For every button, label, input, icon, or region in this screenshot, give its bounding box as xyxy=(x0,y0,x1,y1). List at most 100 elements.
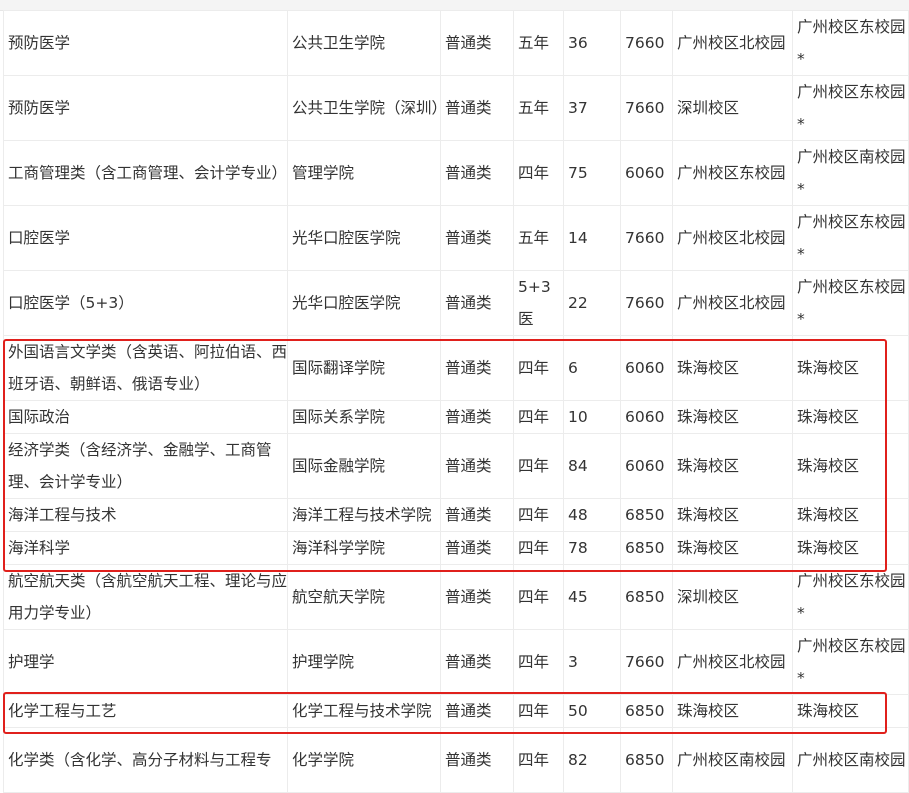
cell-major: 口腔医学（5+3） xyxy=(3,270,288,336)
cell-college: 公共卫生学院 xyxy=(287,10,441,76)
cell-major: 工商管理类（含工商管理、会计学专业） xyxy=(3,140,288,206)
cell-category: 普通类 xyxy=(440,335,514,401)
cell-duration: 四年 xyxy=(513,335,564,401)
cell-duration: 五年 xyxy=(513,205,564,271)
table-row: 海洋科学 海洋科学学院 普通类 四年 78 6850 珠海校区 珠海校区 xyxy=(3,531,909,565)
cell-campus-later: 广州校区南校园* xyxy=(792,140,909,206)
cell-campus-later: 广州校区东校园* xyxy=(792,10,909,76)
cell-quota: 75 xyxy=(563,140,621,206)
cell-quota: 10 xyxy=(563,400,621,434)
cell-quota: 22 xyxy=(563,270,621,336)
cell-category: 普通类 xyxy=(440,140,514,206)
major-table-container: 预防医学 公共卫生学院 普通类 五年 36 7660 广州校区北校园 广州校区东校园* 预防医学… xyxy=(3,10,909,793)
table-row: 国际政治 国际关系学院 普通类 四年 10 6060 珠海校区 珠海校区 xyxy=(3,400,909,434)
cell-quota: 14 xyxy=(563,205,621,271)
cell-major: 化学工程与工艺 xyxy=(3,694,288,728)
cell-college: 国际金融学院 xyxy=(287,433,441,499)
cell-campus-year1: 广州校区南校园 xyxy=(672,727,793,793)
cell-tuition: 7660 xyxy=(620,205,673,271)
cell-quota: 37 xyxy=(563,75,621,141)
cell-duration: 四年 xyxy=(513,140,564,206)
cell-duration: 四年 xyxy=(513,629,564,695)
cell-tuition: 7660 xyxy=(620,270,673,336)
cell-campus-year1: 广州校区东校园 xyxy=(672,140,793,206)
table-row: 预防医学 公共卫生学院 普通类 五年 36 7660 广州校区北校园 广州校区东校园* xyxy=(3,10,909,76)
cell-duration: 四年 xyxy=(513,433,564,499)
cell-campus-year1: 广州校区北校园 xyxy=(672,205,793,271)
cell-category: 普通类 xyxy=(440,498,514,532)
cell-campus-year1: 广州校区北校园 xyxy=(672,270,793,336)
table-row: 预防医学 公共卫生学院（深圳） 普通类 五年 37 7660 深圳校区 广州校区东校园* xyxy=(3,75,909,141)
cell-category: 普通类 xyxy=(440,531,514,565)
cell-quota: 84 xyxy=(563,433,621,499)
cell-quota: 50 xyxy=(563,694,621,728)
cell-major: 海洋工程与技术 xyxy=(3,498,288,532)
table-row: 口腔医学 光华口腔医学院 普通类 五年 14 7660 广州校区北校园 广州校区东校园* xyxy=(3,205,909,271)
cell-major: 化学类（含化学、高分子材料与工程专 xyxy=(3,727,288,793)
cell-college: 光华口腔医学院 xyxy=(287,270,441,336)
cell-tuition: 6850 xyxy=(620,531,673,565)
cell-tuition: 7660 xyxy=(620,629,673,695)
cell-category: 普通类 xyxy=(440,433,514,499)
table-row: 经济学类（含经济学、金融学、工商管理、会计学专业） 国际金融学院 普通类 四年 84 60… xyxy=(3,433,909,499)
cell-duration: 四年 xyxy=(513,694,564,728)
cell-major: 预防医学 xyxy=(3,75,288,141)
cell-category: 普通类 xyxy=(440,10,514,76)
cell-duration: 四年 xyxy=(513,400,564,434)
cell-major: 海洋科学 xyxy=(3,531,288,565)
cell-quota: 45 xyxy=(563,564,621,630)
cell-tuition: 6850 xyxy=(620,564,673,630)
cell-campus-year1: 深圳校区 xyxy=(672,75,793,141)
cell-college: 海洋科学学院 xyxy=(287,531,441,565)
table-row: 工商管理类（含工商管理、会计学专业） 管理学院 普通类 四年 75 6060 广州校区东校园… xyxy=(3,140,909,206)
cell-category: 普通类 xyxy=(440,205,514,271)
cell-campus-later: 广州校区东校园* xyxy=(792,75,909,141)
cell-major: 经济学类（含经济学、金融学、工商管理、会计学专业） xyxy=(3,433,288,499)
cell-college: 化学学院 xyxy=(287,727,441,793)
cell-college: 化学工程与技术学院 xyxy=(287,694,441,728)
cell-category: 普通类 xyxy=(440,75,514,141)
cell-campus-later: 珠海校区 xyxy=(792,694,909,728)
table-row: 口腔医学（5+3） 光华口腔医学院 普通类 5+3医 22 7660 广州校区北校园 广州校区… xyxy=(3,270,909,336)
cell-college: 国际关系学院 xyxy=(287,400,441,434)
cell-tuition: 6060 xyxy=(620,140,673,206)
cell-tuition: 7660 xyxy=(620,75,673,141)
cell-major: 口腔医学 xyxy=(3,205,288,271)
cell-campus-later: 广州校区东校园* xyxy=(792,205,909,271)
cell-campus-later: 广州校区南校园 xyxy=(792,727,909,793)
table-row: 外国语言文学类（含英语、阿拉伯语、西班牙语、朝鲜语、俄语专业） 国际翻译学院 普通类… xyxy=(3,335,909,401)
cell-duration: 四年 xyxy=(513,498,564,532)
cell-college: 管理学院 xyxy=(287,140,441,206)
cell-tuition: 6850 xyxy=(620,498,673,532)
cell-major: 预防医学 xyxy=(3,10,288,76)
cell-college: 光华口腔医学院 xyxy=(287,205,441,271)
cell-campus-later: 珠海校区 xyxy=(792,498,909,532)
cell-category: 普通类 xyxy=(440,727,514,793)
cell-campus-year1: 珠海校区 xyxy=(672,433,793,499)
cell-tuition: 6060 xyxy=(620,335,673,401)
cell-campus-year1: 珠海校区 xyxy=(672,531,793,565)
cell-campus-year1: 深圳校区 xyxy=(672,564,793,630)
cell-tuition: 6060 xyxy=(620,433,673,499)
table-row: 化学类（含化学、高分子材料与工程专 化学学院 普通类 四年 82 6850 广州校区南校园广… xyxy=(3,727,909,793)
cell-quota: 6 xyxy=(563,335,621,401)
cell-tuition: 6850 xyxy=(620,727,673,793)
cell-category: 普通类 xyxy=(440,400,514,434)
table-row: 化学工程与工艺 化学工程与技术学院 普通类 四年 50 6850 珠海校区 珠海校区 xyxy=(3,694,909,728)
cell-duration: 四年 xyxy=(513,564,564,630)
cell-quota: 78 xyxy=(563,531,621,565)
cell-campus-year1: 珠海校区 xyxy=(672,498,793,532)
cell-duration: 五年 xyxy=(513,10,564,76)
major-table: 预防医学 公共卫生学院 普通类 五年 36 7660 广州校区北校园 广州校区东校园* 预防医学… xyxy=(3,10,909,793)
cell-tuition: 7660 xyxy=(620,10,673,76)
cell-quota: 48 xyxy=(563,498,621,532)
cell-category: 普通类 xyxy=(440,629,514,695)
cell-campus-later: 珠海校区 xyxy=(792,433,909,499)
table-row: 护理学 护理学院 普通类 四年 3 7660 广州校区北校园 广州校区东校园* xyxy=(3,629,909,695)
cell-college: 公共卫生学院（深圳） xyxy=(287,75,441,141)
cell-major: 外国语言文学类（含英语、阿拉伯语、西班牙语、朝鲜语、俄语专业） xyxy=(3,335,288,401)
cell-category: 普通类 xyxy=(440,270,514,336)
cell-campus-year1: 广州校区北校园 xyxy=(672,629,793,695)
cell-college: 航空航天学院 xyxy=(287,564,441,630)
cell-campus-later: 广州校区东校园* xyxy=(792,564,909,630)
